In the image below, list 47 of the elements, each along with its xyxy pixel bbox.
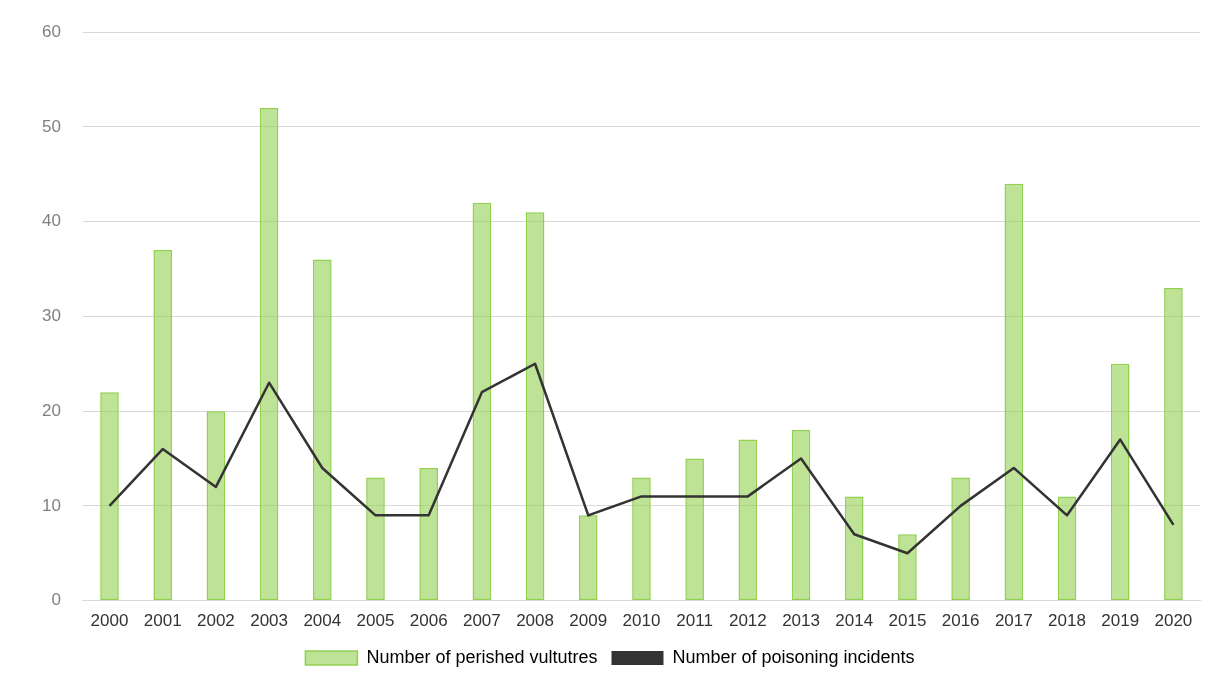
x-tick-label: 2010	[622, 611, 661, 631]
x-tick-label: 2005	[356, 611, 395, 631]
bar	[738, 439, 758, 601]
x-tick-label: 2020	[1154, 611, 1193, 631]
bar	[419, 467, 438, 601]
x-tick-label: 2012	[728, 611, 767, 631]
bar	[153, 250, 173, 601]
x-tick-label: 2008	[516, 611, 554, 631]
bar	[578, 515, 598, 601]
x-tick-label: 2001	[143, 611, 182, 631]
x-tick-label: 2006	[409, 611, 448, 631]
x-tick-label: 2003	[250, 611, 289, 631]
legend-label: Number of poisoning incidents	[672, 646, 915, 667]
bar	[312, 259, 332, 601]
x-tick-label: 2004	[303, 611, 342, 631]
bar	[791, 430, 811, 601]
bar	[206, 411, 226, 601]
x-tick-label: 2019	[1101, 611, 1140, 631]
x-tick-label: 2002	[196, 611, 235, 631]
x-tick-label: 2017	[994, 611, 1033, 631]
bar	[1004, 183, 1024, 601]
bar	[951, 477, 970, 601]
x-tick-label: 2009	[569, 611, 608, 631]
y-tick-label: 0	[51, 590, 61, 610]
bar	[366, 477, 385, 601]
y-tick-label: 50	[41, 116, 61, 136]
legend-label: Number of perished vultutres	[366, 646, 598, 667]
x-tick-label: 2014	[835, 611, 874, 631]
x-tick-label: 2015	[888, 611, 927, 631]
x-tick-label: 2013	[782, 611, 820, 631]
y-tick-label: 40	[41, 211, 61, 231]
bar	[525, 212, 545, 601]
y-tick-label: 20	[41, 400, 61, 420]
x-tick-label: 2018	[1048, 611, 1086, 631]
x-tick-label: 2011	[676, 611, 713, 631]
bar	[685, 458, 704, 601]
x-tick-label: 2016	[941, 611, 980, 631]
bar	[259, 107, 279, 601]
bar	[1110, 363, 1130, 601]
y-tick-label: 10	[41, 495, 61, 515]
x-tick-label: 2007	[462, 611, 501, 631]
x-tick-label: 2000	[90, 611, 129, 631]
bar	[632, 477, 651, 601]
y-tick-label: 60	[41, 21, 61, 41]
bar	[100, 392, 119, 601]
bar	[472, 202, 492, 601]
y-tick-label: 30	[41, 306, 61, 326]
